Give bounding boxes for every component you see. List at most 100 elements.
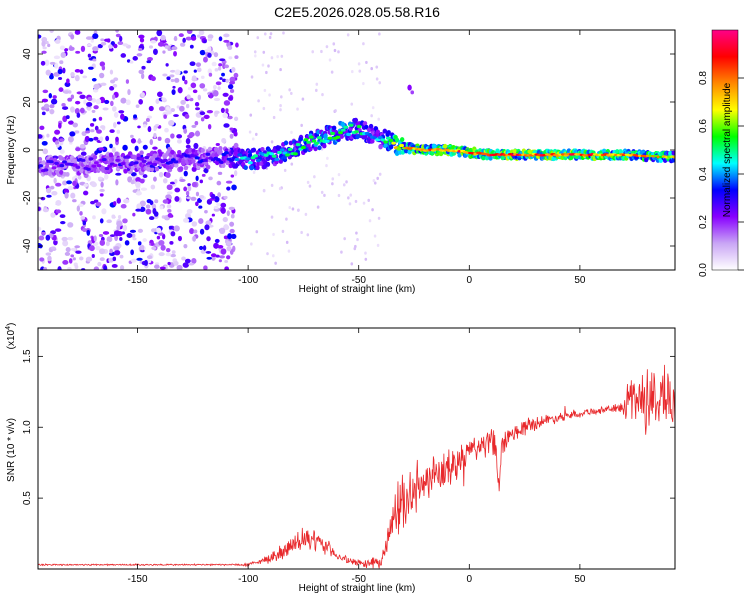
spectrogram-cell [138,34,145,39]
spectrogram-cell [198,205,203,209]
spectrogram-cell [223,39,230,43]
spectrogram-cell [252,170,256,174]
spectrogram-cell [225,78,229,83]
spectrogram-cell [49,61,56,65]
spectrogram-cell [103,265,108,270]
spectrogram-cell [146,166,151,172]
spectrogram-cell [162,199,169,204]
spectrogram-cell [182,262,190,268]
spectrogram-cell [134,145,139,152]
spectrogram-cell [290,162,294,166]
spectrogram-cell [270,183,274,188]
spectrogram-cell [331,177,335,181]
spectrogram-cell [270,215,274,219]
spectrogram-cell [83,99,87,105]
colorbar-gradient [712,30,738,270]
spectrogram-cell [83,183,89,188]
spectrogram-cell [376,176,379,180]
spectrogram-cell [48,160,54,164]
spectrogram-cell [183,243,188,249]
spectrogram-cell [90,39,94,43]
spectrogram-cell [173,114,179,117]
spectrogram-cell [191,181,197,188]
spectrogram-cell [55,182,62,187]
spectrogram-cell [140,187,148,191]
spectrogram-cell [267,64,270,68]
spectrogram-cell [201,173,206,177]
spectrogram-cell [54,228,62,232]
spectrogram-cell [271,254,275,258]
spectrogram-cell [255,132,258,136]
spectrogram-cell [350,262,354,266]
spectrogram-cell [89,123,95,127]
spectrogram-cell [364,257,368,261]
spectrogram-cell [355,231,358,235]
spectrogram-cell [224,266,229,270]
spectrogram-cell [116,129,121,134]
spectrogram-cell [99,72,105,79]
spectrogram-cell [130,134,134,138]
spectrogram-cell [276,55,279,59]
spectrogram-cell [200,148,205,153]
spectrogram-cell [191,258,197,264]
spectrogram-cell [62,260,69,265]
spectrogram-cell [109,234,116,238]
spectrogram-cell [130,172,137,177]
spectrogram-cell [51,191,58,196]
spectrogram-cell [332,42,336,46]
spectrogram-cell [375,129,381,135]
spectrogram-cell [100,82,107,86]
spectrogram-cell [205,152,211,156]
spectrogram-cell [122,218,128,224]
spectrogram-cell [124,240,130,246]
spectrogram-cell [223,33,230,38]
spectrogram-cell [218,63,223,67]
spectrogram-cell [190,196,197,201]
spectrogram-cell [112,163,118,167]
spectrogram-cell [377,136,383,140]
spectrogram-cell [328,58,332,62]
spectrogram-cell [153,48,158,55]
spectrogram-cell [100,181,104,188]
spectrogram-cell [179,105,185,112]
spectrogram-cell [164,45,169,49]
spectrogram-cell [75,147,81,152]
spectrogram-cell [205,250,212,254]
spectrogram-cell [368,123,374,129]
spectrogram-cell [115,30,119,33]
spectrogram-cell [72,122,79,128]
spectrogram-cell [356,237,359,242]
spectrogram-panel: -150 -100 -50 0 50 -40 -20 0 20 40 Height of str… [6,29,676,295]
spectrogram-cell [102,231,110,235]
spectrogram-cell [115,158,121,162]
spectrogram-cell [178,154,184,159]
spectrogram-cell [215,254,220,258]
spectrogram-cell [353,117,359,123]
spectrogram-cell [88,66,94,70]
snr-y-ticks: 0.5 1.0 1.5 [22,349,675,505]
spectrogram-cell [288,88,291,92]
spectrogram-cell [371,208,374,212]
spectrogram-cell [174,179,178,184]
spectrogram-cell [82,220,87,226]
spectrogram-cell [339,134,344,139]
spectrogram-cell [109,69,114,75]
spectrogram-cell [283,168,287,172]
spectrogram-cell [88,137,94,142]
spectrogram-cell [112,256,117,262]
spectrogram-cell [43,103,50,109]
spectrogram-cell [77,175,82,180]
spectrogram-cell [41,160,46,166]
spectrogram-cell [265,161,271,167]
spectrogram-cell [112,83,118,88]
spectrogram-cell [168,195,172,200]
spectrogram-cell [378,81,382,85]
spectrogram-cell [266,252,269,256]
spectrogram-cell [349,193,353,197]
spectrogram-cell [348,123,354,127]
spectrogram-cell [82,227,87,232]
spectrogram-cell [100,38,105,42]
spectrogram-cell [141,73,145,80]
spectrogram-cell [93,235,97,242]
spectrogram-cell [334,109,337,113]
